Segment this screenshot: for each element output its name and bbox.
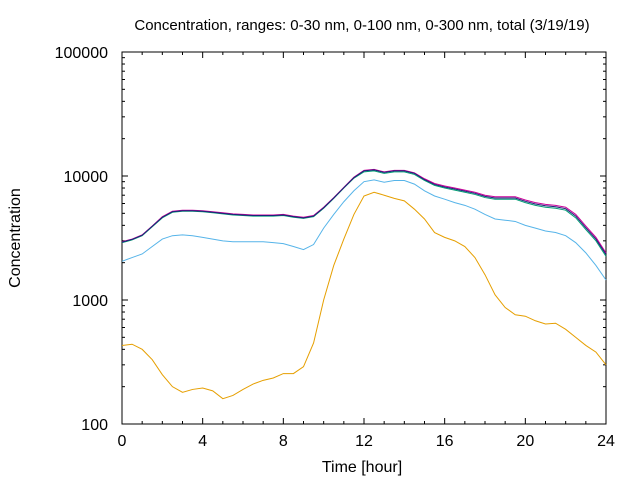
- series-layer: [121, 168, 607, 400]
- x-tick-label: 4: [198, 433, 207, 450]
- x-axis-label: Time [hour]: [322, 459, 402, 476]
- series-line-3: [121, 170, 607, 257]
- series-line-5: [121, 169, 607, 255]
- y-tick-label: 1000: [72, 293, 108, 310]
- x-tick-label: 16: [436, 433, 454, 450]
- y-tick-label: 100000: [55, 45, 108, 62]
- axis-ticks: 0 4 8 12 16 20 24 100 1000 10000 100000: [55, 45, 615, 450]
- x-tick-label: 24: [597, 433, 615, 450]
- y-tick-label: 100: [81, 417, 108, 434]
- x-tick-label: 12: [355, 433, 373, 450]
- chart-title: Concentration, ranges: 0-30 nm, 0-100 nm…: [134, 17, 589, 34]
- series-line-2: [121, 179, 607, 281]
- x-tick-label: 0: [118, 433, 127, 450]
- y-axis-label: Concentration: [7, 188, 24, 288]
- x-tick-label: 8: [279, 433, 288, 450]
- plot-frame: [121, 51, 607, 425]
- y-tick-label: 10000: [64, 169, 109, 186]
- x-tick-label: 20: [516, 433, 534, 450]
- series-line-1: [121, 191, 607, 400]
